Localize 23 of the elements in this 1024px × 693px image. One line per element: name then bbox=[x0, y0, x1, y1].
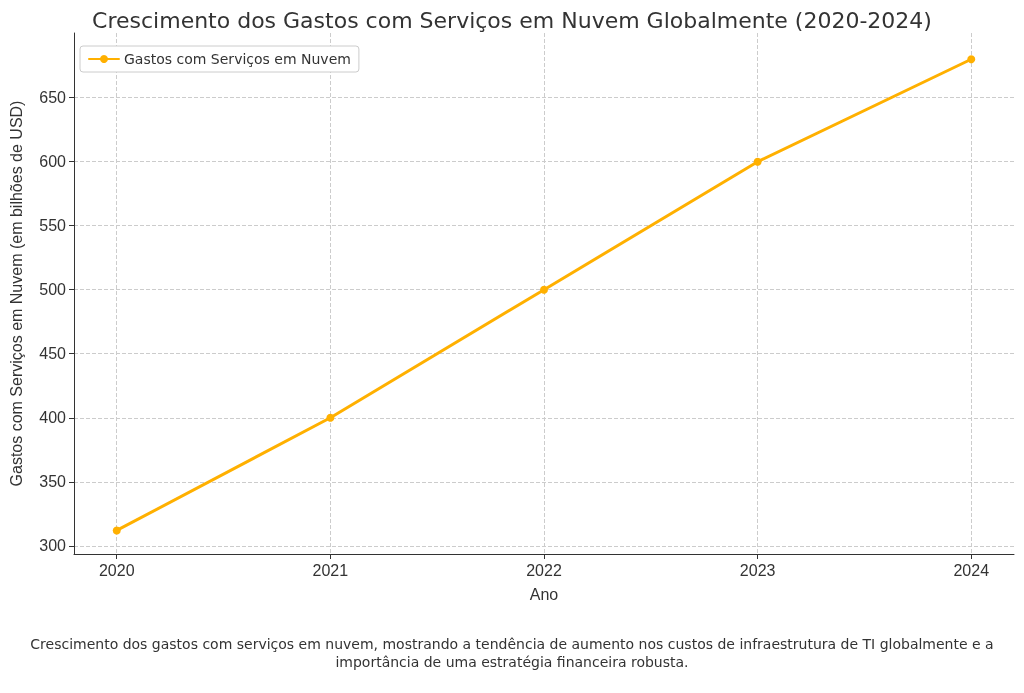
x-tick-label: 2021 bbox=[312, 561, 349, 579]
x-axis-title: Ano bbox=[529, 585, 559, 603]
y-tick-label: 650 bbox=[39, 89, 67, 107]
point bbox=[753, 157, 762, 166]
y-tick-label: 450 bbox=[39, 345, 67, 363]
x-tick-label: 2022 bbox=[526, 561, 562, 579]
chart-title: Crescimento dos Gastos com Serviços em Nuvem Globalmente (2020-2024) bbox=[92, 7, 932, 33]
legend-label: Gastos com Serviços em Nuvem bbox=[124, 51, 351, 67]
y-tick-label: 500 bbox=[39, 281, 67, 299]
y-axis-title: Gastos com Serviços em Nuvem (em bilhões de USD) bbox=[7, 100, 25, 487]
point bbox=[967, 55, 976, 64]
y-tick-label: 300 bbox=[39, 537, 67, 555]
point bbox=[540, 285, 548, 294]
x-tick-label: 2023 bbox=[739, 561, 776, 579]
x-tick-label: 2020 bbox=[98, 561, 135, 579]
text: Crescimento dos gastos com serviços em nuvem, mostrando a tendência de aumento nos custos de infraestrutura de TI globalmente e a importância de uma estratégia financeira robusta. bbox=[29, 635, 995, 671]
x-tick-label: 2024 bbox=[953, 561, 990, 579]
point bbox=[326, 413, 335, 422]
y-tick-label: 550 bbox=[39, 217, 67, 235]
y-tick-label: 600 bbox=[39, 153, 67, 171]
y-tick-label: 400 bbox=[39, 409, 67, 427]
point bbox=[112, 526, 121, 535]
y-tick-label: 350 bbox=[39, 473, 67, 491]
